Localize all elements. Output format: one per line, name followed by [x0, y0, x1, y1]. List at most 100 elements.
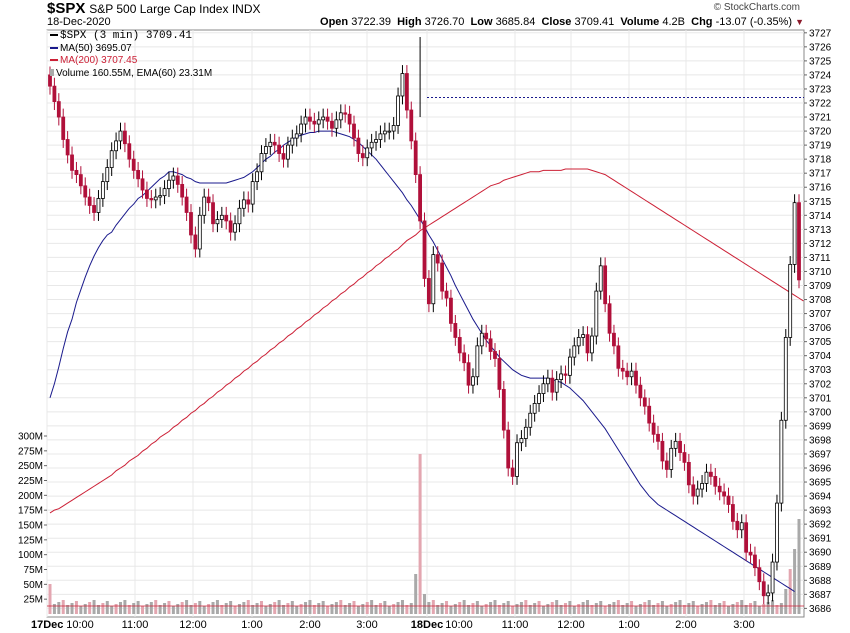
volume-bar [409, 603, 413, 614]
legend-price: $SPX (3 min) 3709.41 [50, 30, 212, 43]
candle-body [783, 337, 788, 421]
candle-body [761, 581, 766, 597]
volume-bar [603, 606, 607, 614]
volume-bar [198, 601, 202, 614]
candle-body [722, 491, 726, 497]
candle-body [607, 303, 612, 334]
candle [651, 414, 656, 443]
candle-body [374, 139, 378, 143]
volume-tick-label: 300M [18, 432, 43, 443]
volume-bar [555, 600, 559, 614]
legend-ma200-swatch [50, 59, 58, 62]
candle-body [338, 112, 343, 121]
volume-bar [229, 601, 233, 614]
volume-bar [202, 606, 206, 614]
legend-ma50: MA(50) 3695.07 [50, 43, 212, 56]
legend-price-swatch [50, 34, 58, 37]
high-value: 3726.70 [424, 16, 465, 28]
candle [493, 343, 497, 367]
price-tick-label: 3724 [809, 70, 832, 81]
candle [308, 108, 312, 130]
candle-body [717, 485, 722, 493]
volume-bar [563, 603, 567, 614]
candle-body [731, 504, 735, 522]
candle-body [660, 440, 665, 462]
candle [118, 122, 123, 150]
candle [153, 188, 158, 209]
candle [167, 171, 171, 198]
candle-body [131, 158, 136, 171]
price-tick-label: 3725 [809, 56, 832, 67]
candle [105, 159, 110, 191]
exchange: INDX [231, 2, 261, 16]
candle-body [519, 438, 524, 444]
volume-bar [727, 606, 731, 614]
volume-tick-label: 50M [24, 580, 43, 591]
price-tick-label: 3723 [809, 84, 832, 95]
price-tick-label: 3701 [809, 393, 832, 404]
candle-body [202, 196, 207, 216]
volume-bar [630, 601, 634, 614]
volume-bar [414, 574, 418, 614]
volume-bar [387, 606, 391, 614]
candle [352, 115, 356, 147]
volume-bar [299, 604, 303, 614]
chart-date: 18-Dec-2020 [47, 16, 111, 28]
candle-body [695, 488, 700, 497]
candle [413, 132, 418, 184]
candle-body [462, 352, 467, 364]
candle-body [347, 113, 352, 125]
candle-body [501, 388, 506, 431]
volume-bar [308, 600, 312, 614]
volume-tick-label: 25M [24, 595, 43, 606]
open-value: 3722.39 [351, 16, 391, 28]
candle [510, 459, 515, 485]
candle [585, 326, 590, 362]
volume-bar [766, 602, 770, 614]
candle-body [241, 199, 246, 209]
price-tick-label: 3704 [809, 351, 832, 362]
volume-bar [352, 601, 356, 614]
candle [325, 108, 330, 130]
volume-bar [586, 600, 590, 614]
candle [700, 475, 704, 498]
volume-bar [480, 606, 484, 614]
candle [634, 362, 638, 394]
candle [449, 289, 453, 332]
candle [497, 350, 502, 398]
volume-bar [735, 602, 739, 614]
price-tick-label: 3705 [809, 337, 832, 348]
candle [197, 206, 202, 258]
volume-bar [656, 603, 660, 614]
candle [290, 129, 295, 154]
price-tick-label: 3722 [809, 99, 832, 110]
volume-bar [669, 604, 673, 614]
candle-body [356, 137, 361, 154]
candle [748, 543, 753, 564]
candle [206, 188, 211, 212]
volume-tick-label: 100M [18, 550, 43, 561]
candle-body [775, 502, 779, 563]
volume-bar [123, 600, 127, 614]
price-tick-label: 3713 [809, 225, 832, 236]
candle-body [290, 137, 295, 146]
candle [797, 194, 801, 289]
candle [532, 395, 537, 422]
candle-body [634, 370, 638, 386]
volume-bar [304, 602, 308, 614]
volume-bar [418, 454, 422, 614]
candle-body [263, 146, 268, 154]
volume-tick-label: 150M [18, 521, 43, 532]
candle-body [431, 254, 436, 305]
candle [717, 477, 722, 501]
candle-body [352, 123, 356, 139]
volume-bar [506, 601, 510, 614]
volume-bar [215, 600, 219, 614]
candle-body [259, 153, 264, 173]
volume-bar [259, 601, 263, 614]
volume-bar [462, 600, 466, 614]
volume-bar [524, 600, 528, 614]
price-tick-label: 3697 [809, 449, 832, 460]
candle [387, 122, 392, 140]
